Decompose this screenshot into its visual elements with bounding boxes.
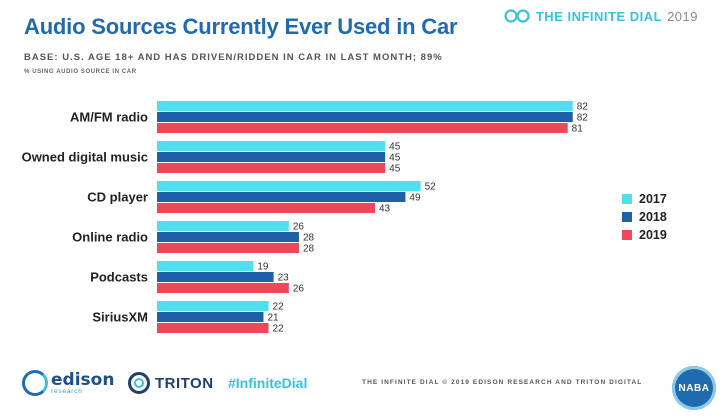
chart-subtitle: BASE: U.S. AGE 18+ AND HAS DRIVEN/RIDDEN… <box>24 52 443 63</box>
category-label: Online radio <box>72 230 148 245</box>
value-label: 26 <box>293 222 305 233</box>
bar-2019 <box>157 283 289 293</box>
edison-mark-icon <box>22 370 48 396</box>
bar-2019 <box>157 163 386 173</box>
bar-2018 <box>157 232 299 242</box>
naba-logo: NABA <box>672 366 716 410</box>
category-label: Owned digital music <box>22 150 148 165</box>
category-label: CD player <box>87 190 148 205</box>
category-label: AM/FM radio <box>70 110 148 125</box>
bar-2017 <box>157 301 269 311</box>
value-label: 28 <box>303 233 315 244</box>
bar-2019 <box>157 203 376 213</box>
edison-name: edison <box>51 369 115 390</box>
edison-logo: edison research <box>22 370 114 396</box>
value-label: 26 <box>293 284 305 295</box>
footer: edison research TRITON #InfiniteDial THE… <box>0 362 726 418</box>
chart-title: Audio Sources Currently Ever Used in Car <box>24 14 458 39</box>
bar-2017 <box>157 101 573 111</box>
legend-swatch <box>622 230 632 240</box>
edison-sub: research <box>51 387 83 395</box>
legend-swatch <box>622 212 632 222</box>
bar-2019 <box>157 123 568 133</box>
bar-2019 <box>157 323 269 333</box>
bar-2017 <box>157 261 254 271</box>
infinity-icon <box>504 9 530 23</box>
bar-2018 <box>157 152 386 162</box>
hashtag-link[interactable]: #InfiniteDial <box>228 375 308 391</box>
infinite-dial-brand: THE INFINITE DIAL 2019 <box>503 8 698 24</box>
chart-note: % USING AUDIO SOURCE IN CAR <box>24 69 137 75</box>
triton-ring-icon <box>128 372 150 394</box>
legend-swatch <box>622 194 632 204</box>
bar-2017 <box>157 141 386 151</box>
bar-2018 <box>157 312 264 322</box>
bar-2018 <box>157 272 274 282</box>
category-label: Podcasts <box>90 270 148 285</box>
value-label: 82 <box>577 113 589 124</box>
brand-year: 2019 <box>667 8 698 24</box>
value-label: 43 <box>379 204 391 215</box>
legend-label: 2019 <box>639 228 667 242</box>
bar-2017 <box>157 181 421 191</box>
value-label: 45 <box>389 142 401 153</box>
value-label: 19 <box>257 262 269 273</box>
triton-logo: TRITON <box>128 372 214 394</box>
legend-label: 2017 <box>639 192 667 206</box>
legend-item: 2017 <box>622 190 667 208</box>
value-label: 81 <box>572 124 584 135</box>
legend-label: 2018 <box>639 210 667 224</box>
bar-2017 <box>157 221 289 231</box>
brand-name: THE INFINITE DIAL <box>535 8 663 24</box>
copyright-text: THE INFINITE DIAL © 2019 EDISON RESEARCH… <box>362 379 643 386</box>
value-label: 23 <box>278 273 290 284</box>
bar-2018 <box>157 192 406 202</box>
value-label: 21 <box>267 313 279 324</box>
value-label: 49 <box>409 193 421 204</box>
legend-item: 2018 <box>622 208 667 226</box>
value-label: 45 <box>389 153 401 164</box>
value-label: 22 <box>273 324 285 335</box>
triton-name: TRITON <box>155 374 214 392</box>
bar-2018 <box>157 112 573 122</box>
chart-legend: 2017 2018 2019 <box>622 190 667 244</box>
value-label: 22 <box>273 302 285 313</box>
category-label: SiriusXM <box>92 310 148 325</box>
legend-item: 2019 <box>622 226 667 244</box>
value-label: 52 <box>425 182 437 193</box>
bar-2019 <box>157 243 299 253</box>
value-label: 45 <box>389 164 401 175</box>
value-label: 28 <box>303 244 315 255</box>
value-label: 82 <box>577 102 589 113</box>
